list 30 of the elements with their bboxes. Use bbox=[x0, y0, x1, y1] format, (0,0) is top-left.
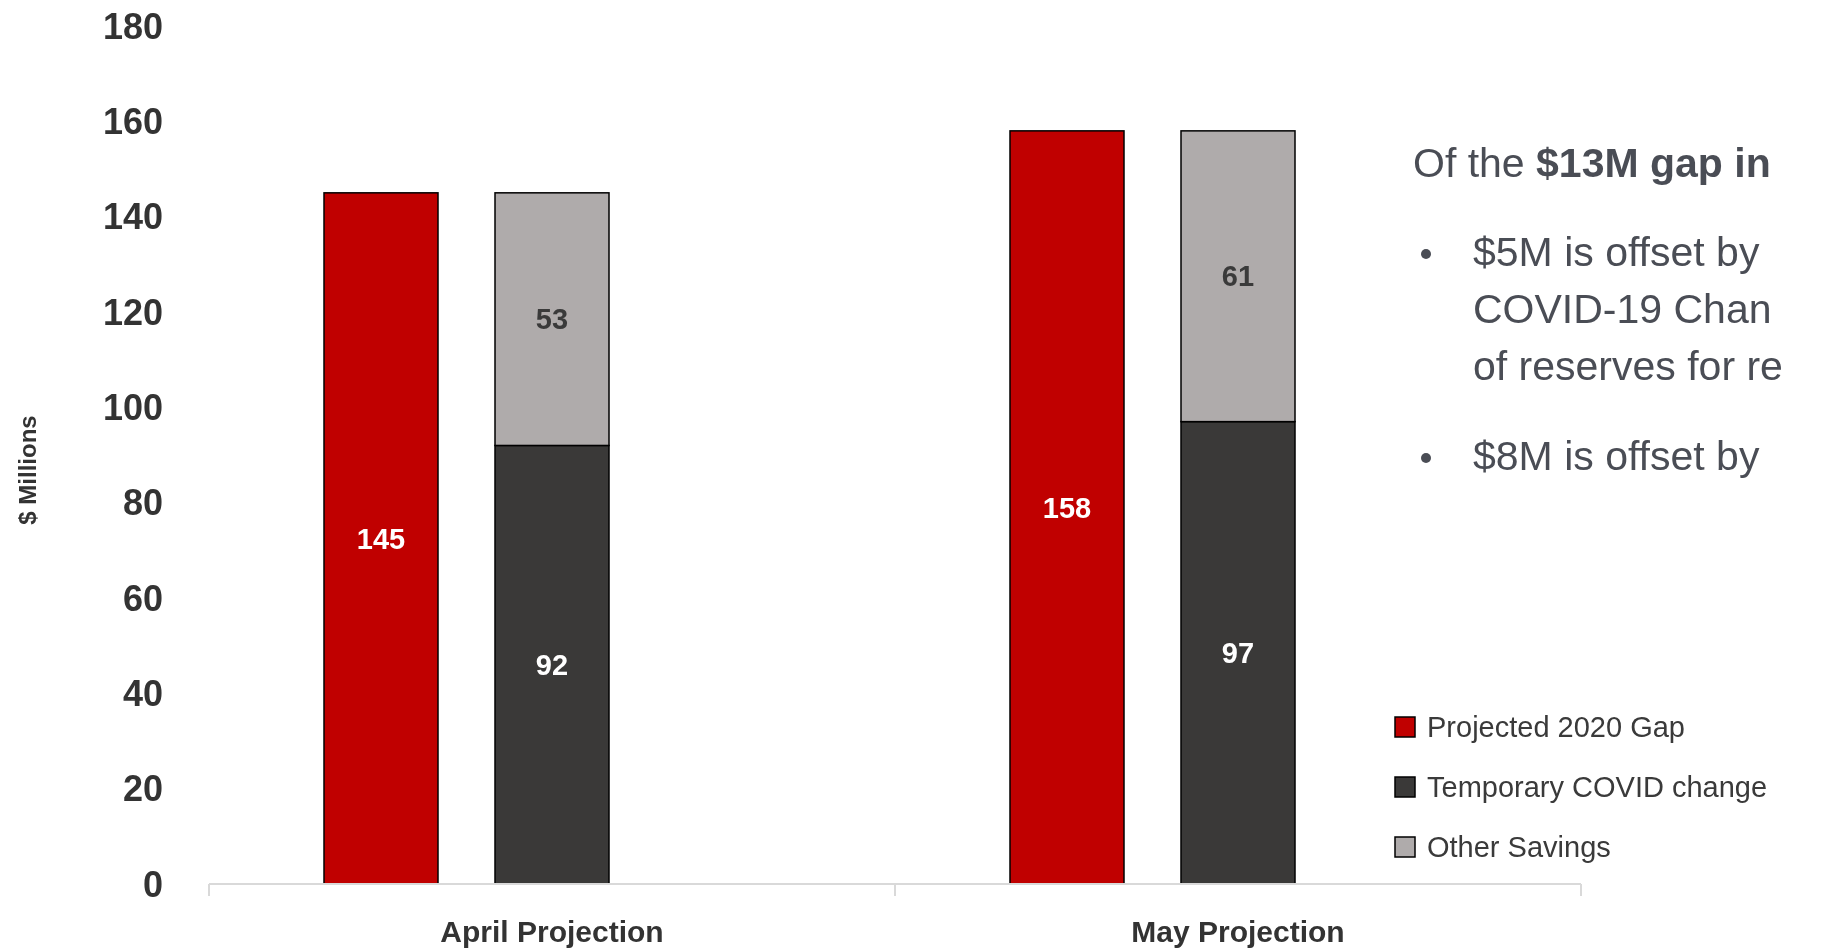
data-label: 61 bbox=[1221, 260, 1255, 293]
data-label: 97 bbox=[1221, 636, 1255, 669]
y-tick-label: 160 bbox=[102, 100, 163, 142]
y-axis-title: $ Millions bbox=[14, 415, 41, 525]
y-tick-label: 40 bbox=[122, 672, 163, 714]
data-label: 92 bbox=[535, 648, 569, 681]
legend-label: Temporary COVID change bbox=[1427, 771, 1768, 804]
annotation: of reserves for re bbox=[1473, 343, 1783, 389]
annotation: COVID-19 Chan bbox=[1473, 286, 1772, 332]
y-tick-label: 80 bbox=[122, 482, 163, 524]
data-label: 53 bbox=[535, 303, 569, 336]
bar bbox=[1009, 130, 1125, 885]
y-tick-label: 100 bbox=[102, 386, 163, 428]
data-label: 158 bbox=[1042, 491, 1092, 524]
legend-label: Other Savings bbox=[1427, 831, 1611, 864]
y-tick-label: 0 bbox=[142, 863, 163, 905]
x-tick-label: May Projection bbox=[1131, 915, 1345, 948]
annotation: Of the bbox=[1413, 140, 1525, 186]
y-tick-label: 60 bbox=[122, 577, 163, 619]
y-tick-label: 140 bbox=[102, 196, 163, 238]
y-tick-label: 20 bbox=[122, 768, 163, 810]
bar bbox=[323, 192, 439, 885]
annotation: $5M is offset by bbox=[1473, 229, 1760, 275]
annotation: $8M is offset by bbox=[1473, 433, 1760, 479]
annotation: $13M gap in bbox=[1524, 140, 1771, 186]
legend-label: Projected 2020 Gap bbox=[1427, 711, 1685, 744]
x-tick-label: April Projection bbox=[440, 915, 664, 948]
y-tick-label: 120 bbox=[102, 291, 163, 333]
data-label: 145 bbox=[356, 522, 406, 555]
y-tick-label: 180 bbox=[102, 5, 163, 47]
